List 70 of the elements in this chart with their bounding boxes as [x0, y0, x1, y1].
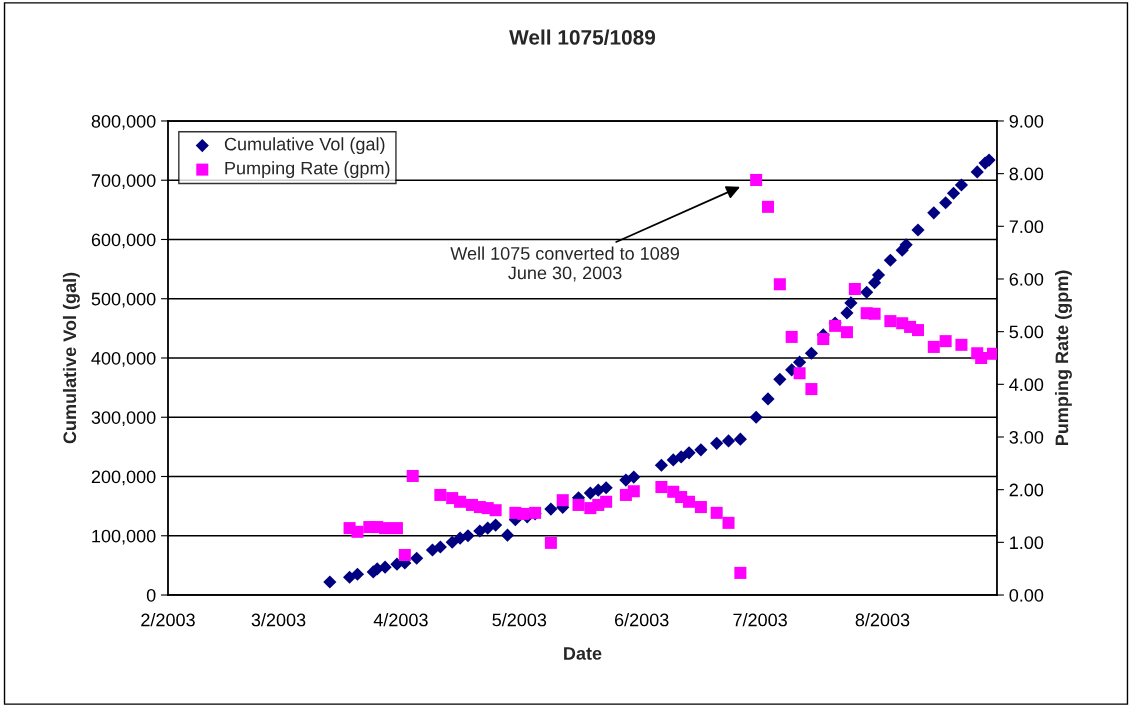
point: [927, 340, 940, 353]
y2-tick-label: 3.00: [1009, 430, 1044, 444]
point: [939, 335, 952, 348]
point: [840, 326, 853, 339]
y2-tick-label: 5.00: [1009, 325, 1044, 339]
chart-title: Well 1075/1089: [509, 29, 656, 45]
y-tick-label: 0: [146, 588, 156, 602]
y2-tick-label: 6.00: [1009, 272, 1044, 286]
legend-label: Cumulative Vol (gal): [224, 137, 385, 155]
y-axis-title: Cumulative Vol (gal): [62, 272, 80, 444]
x-tick-label: 6/2003: [614, 613, 669, 627]
point: [398, 548, 411, 561]
y2-axis-title: Pumping Rate (gpm): [1055, 270, 1072, 446]
x-tick-label: 3/2003: [251, 613, 306, 627]
point: [805, 383, 818, 396]
y-tick-label: 400,000: [91, 351, 156, 367]
point: [884, 315, 897, 328]
y-tick-label: 800,000: [91, 114, 156, 130]
point: [572, 498, 585, 511]
x-tick-label: 4/2003: [373, 613, 428, 627]
point: [750, 173, 763, 186]
point: [489, 504, 502, 517]
annotation: Well 1075 converted to 1089 June 30, 2003: [450, 246, 679, 282]
point: [454, 495, 467, 508]
point: [848, 282, 861, 295]
point: [351, 525, 364, 538]
y2-tick-label: 8.00: [1009, 167, 1044, 181]
x-tick-label: 8/2003: [855, 613, 910, 627]
point: [955, 338, 968, 351]
y2-tick-label: 0.00: [1009, 588, 1044, 602]
legend-label: Pumping Rate (gpm): [225, 161, 390, 179]
y-tick-label: 200,000: [91, 470, 156, 486]
point: [379, 522, 392, 535]
x-tick-label: 5/2003: [492, 613, 547, 627]
point: [975, 351, 988, 364]
point: [600, 495, 613, 508]
point: [868, 307, 881, 320]
point: [911, 324, 925, 337]
y-tick-label: 600,000: [91, 233, 156, 249]
x-axis-title: Date: [564, 647, 602, 660]
x-tick-label: 2/2003: [141, 613, 195, 627]
y-tick-label: 100,000: [92, 529, 156, 545]
y2-tick-label: 4.00: [1009, 378, 1044, 392]
point: [710, 506, 723, 519]
point: [406, 469, 419, 482]
y-tick-label: 700,000: [91, 174, 156, 190]
point: [434, 488, 447, 501]
y-tick-label: 300,000: [91, 411, 156, 427]
y2-tick-label: 7.00: [1009, 220, 1044, 234]
point: [683, 495, 696, 508]
point: [655, 481, 668, 494]
point: [817, 333, 830, 346]
point: [793, 367, 806, 380]
x-tick-label: 7/2003: [733, 613, 787, 627]
y2-tick-label: 2.00: [1009, 483, 1044, 497]
point: [785, 330, 798, 343]
y2-tick-label: 9.00: [1009, 114, 1044, 128]
point: [986, 347, 997, 360]
point: [517, 507, 530, 520]
y2-tick-label: 1.00: [1010, 536, 1044, 550]
point: [773, 278, 786, 291]
point: [694, 501, 707, 514]
point: [390, 522, 403, 535]
point: [761, 200, 775, 213]
y-tick-label: 500,000: [91, 292, 156, 308]
point: [556, 494, 569, 507]
point: [734, 566, 747, 579]
point: [627, 485, 640, 498]
point: [722, 516, 735, 529]
point: [544, 536, 557, 549]
